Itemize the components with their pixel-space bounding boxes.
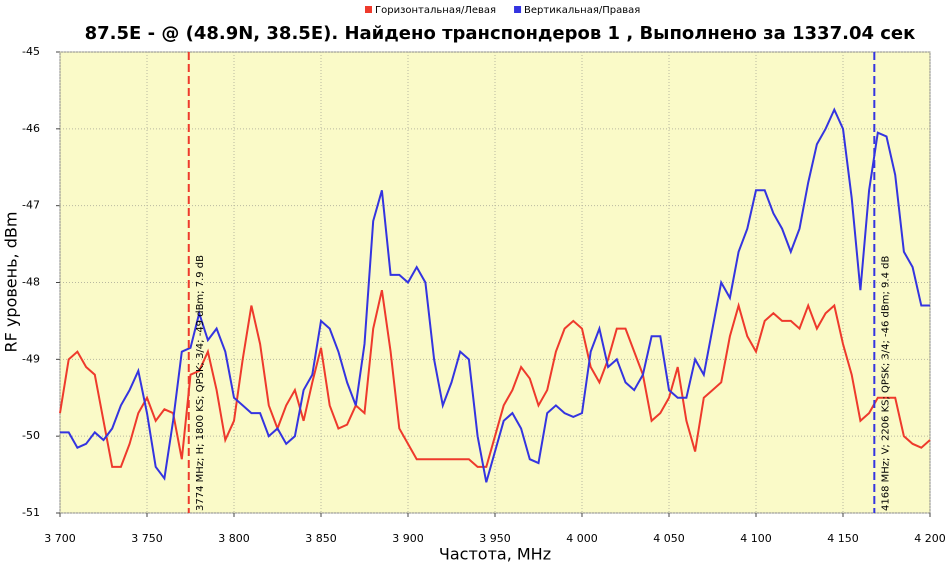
legend-label: Горизонтальная/Левая: [375, 5, 496, 16]
x-tick-label: 4 050: [653, 532, 685, 545]
y-tick-label: -48: [22, 276, 40, 289]
y-tick-label: -51: [22, 506, 40, 519]
y-tick-label: -49: [22, 352, 40, 365]
chart-title: 87.5E - @ (48.9N, 38.5E). Найдено трансп…: [85, 23, 916, 44]
x-tick-label: 4 000: [566, 532, 598, 545]
y-tick-label: -47: [22, 199, 40, 212]
x-tick-label: 3 900: [392, 532, 424, 545]
marker-annotation: 3774 MHz; H; 1800 KS; QPSK; 3/4; -49 dBm…: [195, 255, 206, 511]
series-line: [60, 107, 930, 483]
x-tick-label: 3 800: [218, 532, 250, 545]
x-tick-label: 3 950: [479, 532, 511, 545]
legend-label: Вертикальная/Правая: [524, 5, 640, 16]
x-tick-label: 4 100: [740, 532, 772, 545]
marker-annotation: 4168 MHz; V; 2206 KS; QPSK; 3/4; -46 dBm…: [880, 256, 891, 511]
legend-swatch: [514, 6, 522, 13]
x-tick-label: 4 200: [914, 532, 945, 545]
y-tick-label: -46: [22, 122, 40, 135]
y-tick-label: -45: [22, 45, 40, 58]
x-tick-label: 4 150: [827, 532, 859, 545]
legend-swatch: [365, 6, 372, 13]
x-tick-label: 3 850: [305, 532, 337, 545]
x-tick-label: 3 700: [44, 532, 76, 545]
x-axis-label: Частота, MHz: [439, 545, 551, 564]
y-tick-label: -50: [22, 429, 40, 442]
series-line: [59, 289, 931, 468]
x-tick-label: 3 750: [131, 532, 163, 545]
y-axis-label: RF уровень, dBm: [2, 212, 21, 353]
